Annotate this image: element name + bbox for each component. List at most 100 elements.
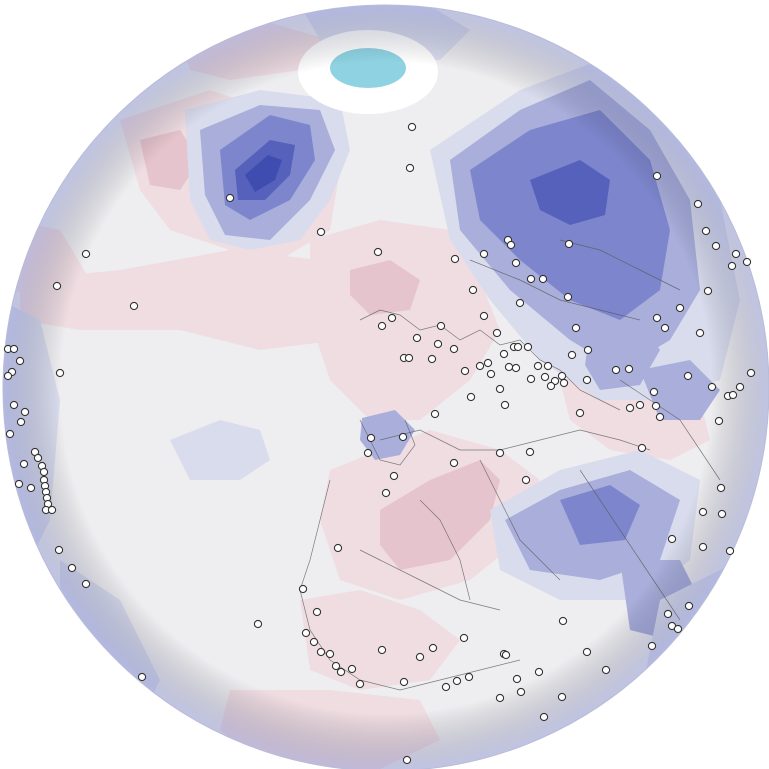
station-marker[interactable] bbox=[3, 371, 13, 381]
station-marker[interactable] bbox=[399, 677, 409, 687]
station-marker[interactable] bbox=[129, 301, 139, 311]
station-marker[interactable] bbox=[526, 374, 536, 384]
station-marker[interactable] bbox=[727, 261, 737, 271]
station-marker[interactable] bbox=[52, 281, 62, 291]
station-marker[interactable] bbox=[742, 257, 752, 267]
station-marker[interactable] bbox=[538, 274, 548, 284]
station-marker[interactable] bbox=[525, 447, 535, 457]
station-marker[interactable] bbox=[389, 471, 399, 481]
station-marker[interactable] bbox=[558, 616, 568, 626]
station-marker[interactable] bbox=[81, 579, 91, 589]
station-marker[interactable] bbox=[513, 342, 523, 352]
station-marker[interactable] bbox=[14, 479, 24, 489]
station-marker[interactable] bbox=[582, 375, 592, 385]
station-marker[interactable] bbox=[398, 432, 408, 442]
station-marker[interactable] bbox=[298, 584, 308, 594]
station-marker[interactable] bbox=[377, 645, 387, 655]
station-marker[interactable] bbox=[253, 619, 263, 629]
station-marker[interactable] bbox=[468, 285, 478, 295]
station-marker[interactable] bbox=[495, 448, 505, 458]
station-marker[interactable] bbox=[16, 417, 26, 427]
station-marker[interactable] bbox=[415, 652, 425, 662]
station-marker[interactable] bbox=[81, 249, 91, 259]
station-marker[interactable] bbox=[637, 443, 647, 453]
station-marker[interactable] bbox=[563, 292, 573, 302]
station-marker[interactable] bbox=[523, 342, 533, 352]
station-marker[interactable] bbox=[504, 362, 514, 372]
station-marker[interactable] bbox=[583, 345, 593, 355]
station-marker[interactable] bbox=[427, 354, 437, 364]
station-marker[interactable] bbox=[684, 601, 694, 611]
station-marker[interactable] bbox=[336, 667, 346, 677]
station-marker[interactable] bbox=[635, 400, 645, 410]
station-marker[interactable] bbox=[533, 361, 543, 371]
station-marker[interactable] bbox=[9, 344, 19, 354]
station-marker[interactable] bbox=[54, 545, 64, 555]
station-markers[interactable] bbox=[3, 122, 756, 765]
station-marker[interactable] bbox=[9, 400, 19, 410]
station-marker[interactable] bbox=[511, 363, 521, 373]
station-marker[interactable] bbox=[515, 298, 525, 308]
station-marker[interactable] bbox=[492, 328, 502, 338]
station-marker[interactable] bbox=[15, 356, 25, 366]
station-marker[interactable] bbox=[495, 384, 505, 394]
station-marker[interactable] bbox=[698, 507, 708, 517]
station-marker[interactable] bbox=[725, 546, 735, 556]
station-marker[interactable] bbox=[19, 459, 29, 469]
station-marker[interactable] bbox=[506, 240, 516, 250]
station-marker[interactable] bbox=[546, 381, 556, 391]
station-marker[interactable] bbox=[601, 665, 611, 675]
station-marker[interactable] bbox=[331, 661, 341, 671]
station-marker[interactable] bbox=[673, 624, 683, 634]
station-marker[interactable] bbox=[564, 239, 574, 249]
station-marker[interactable] bbox=[698, 542, 708, 552]
station-marker[interactable] bbox=[47, 505, 57, 515]
station-marker[interactable] bbox=[33, 453, 43, 463]
station-marker[interactable] bbox=[540, 372, 550, 382]
station-marker[interactable] bbox=[433, 339, 443, 349]
station-marker[interactable] bbox=[512, 674, 522, 684]
station-marker[interactable] bbox=[377, 321, 387, 331]
station-marker[interactable] bbox=[675, 303, 685, 313]
station-marker[interactable] bbox=[26, 483, 36, 493]
station-marker[interactable] bbox=[441, 682, 451, 692]
station-marker[interactable] bbox=[436, 321, 446, 331]
station-marker[interactable] bbox=[309, 637, 319, 647]
station-marker[interactable] bbox=[667, 534, 677, 544]
station-marker[interactable] bbox=[559, 378, 569, 388]
station-marker[interactable] bbox=[499, 349, 509, 359]
station-marker[interactable] bbox=[703, 286, 713, 296]
station-marker[interactable] bbox=[746, 368, 756, 378]
station-marker[interactable] bbox=[475, 361, 485, 371]
station-marker[interactable] bbox=[516, 687, 526, 697]
station-marker[interactable] bbox=[479, 249, 489, 259]
station-marker[interactable] bbox=[663, 609, 673, 619]
station-marker[interactable] bbox=[430, 409, 440, 419]
station-marker[interactable] bbox=[571, 323, 581, 333]
station-marker[interactable] bbox=[381, 488, 391, 498]
station-marker[interactable] bbox=[137, 672, 147, 682]
station-marker[interactable] bbox=[575, 408, 585, 418]
station-marker[interactable] bbox=[366, 433, 376, 443]
station-marker[interactable] bbox=[557, 371, 567, 381]
station-marker[interactable] bbox=[526, 274, 536, 284]
station-marker[interactable] bbox=[714, 416, 724, 426]
station-marker[interactable] bbox=[464, 672, 474, 682]
station-marker[interactable] bbox=[387, 313, 397, 323]
station-marker[interactable] bbox=[495, 693, 505, 703]
station-marker[interactable] bbox=[325, 649, 335, 659]
station-marker[interactable] bbox=[363, 448, 373, 458]
station-marker[interactable] bbox=[449, 458, 459, 468]
station-marker[interactable] bbox=[521, 475, 531, 485]
station-marker[interactable] bbox=[511, 258, 521, 268]
station-marker[interactable] bbox=[655, 412, 665, 422]
station-marker[interactable] bbox=[428, 643, 438, 653]
station-marker[interactable] bbox=[695, 328, 705, 338]
station-marker[interactable] bbox=[707, 382, 717, 392]
station-marker[interactable] bbox=[483, 358, 493, 368]
station-marker[interactable] bbox=[651, 401, 661, 411]
station-marker[interactable] bbox=[500, 400, 510, 410]
station-marker[interactable] bbox=[625, 403, 635, 413]
